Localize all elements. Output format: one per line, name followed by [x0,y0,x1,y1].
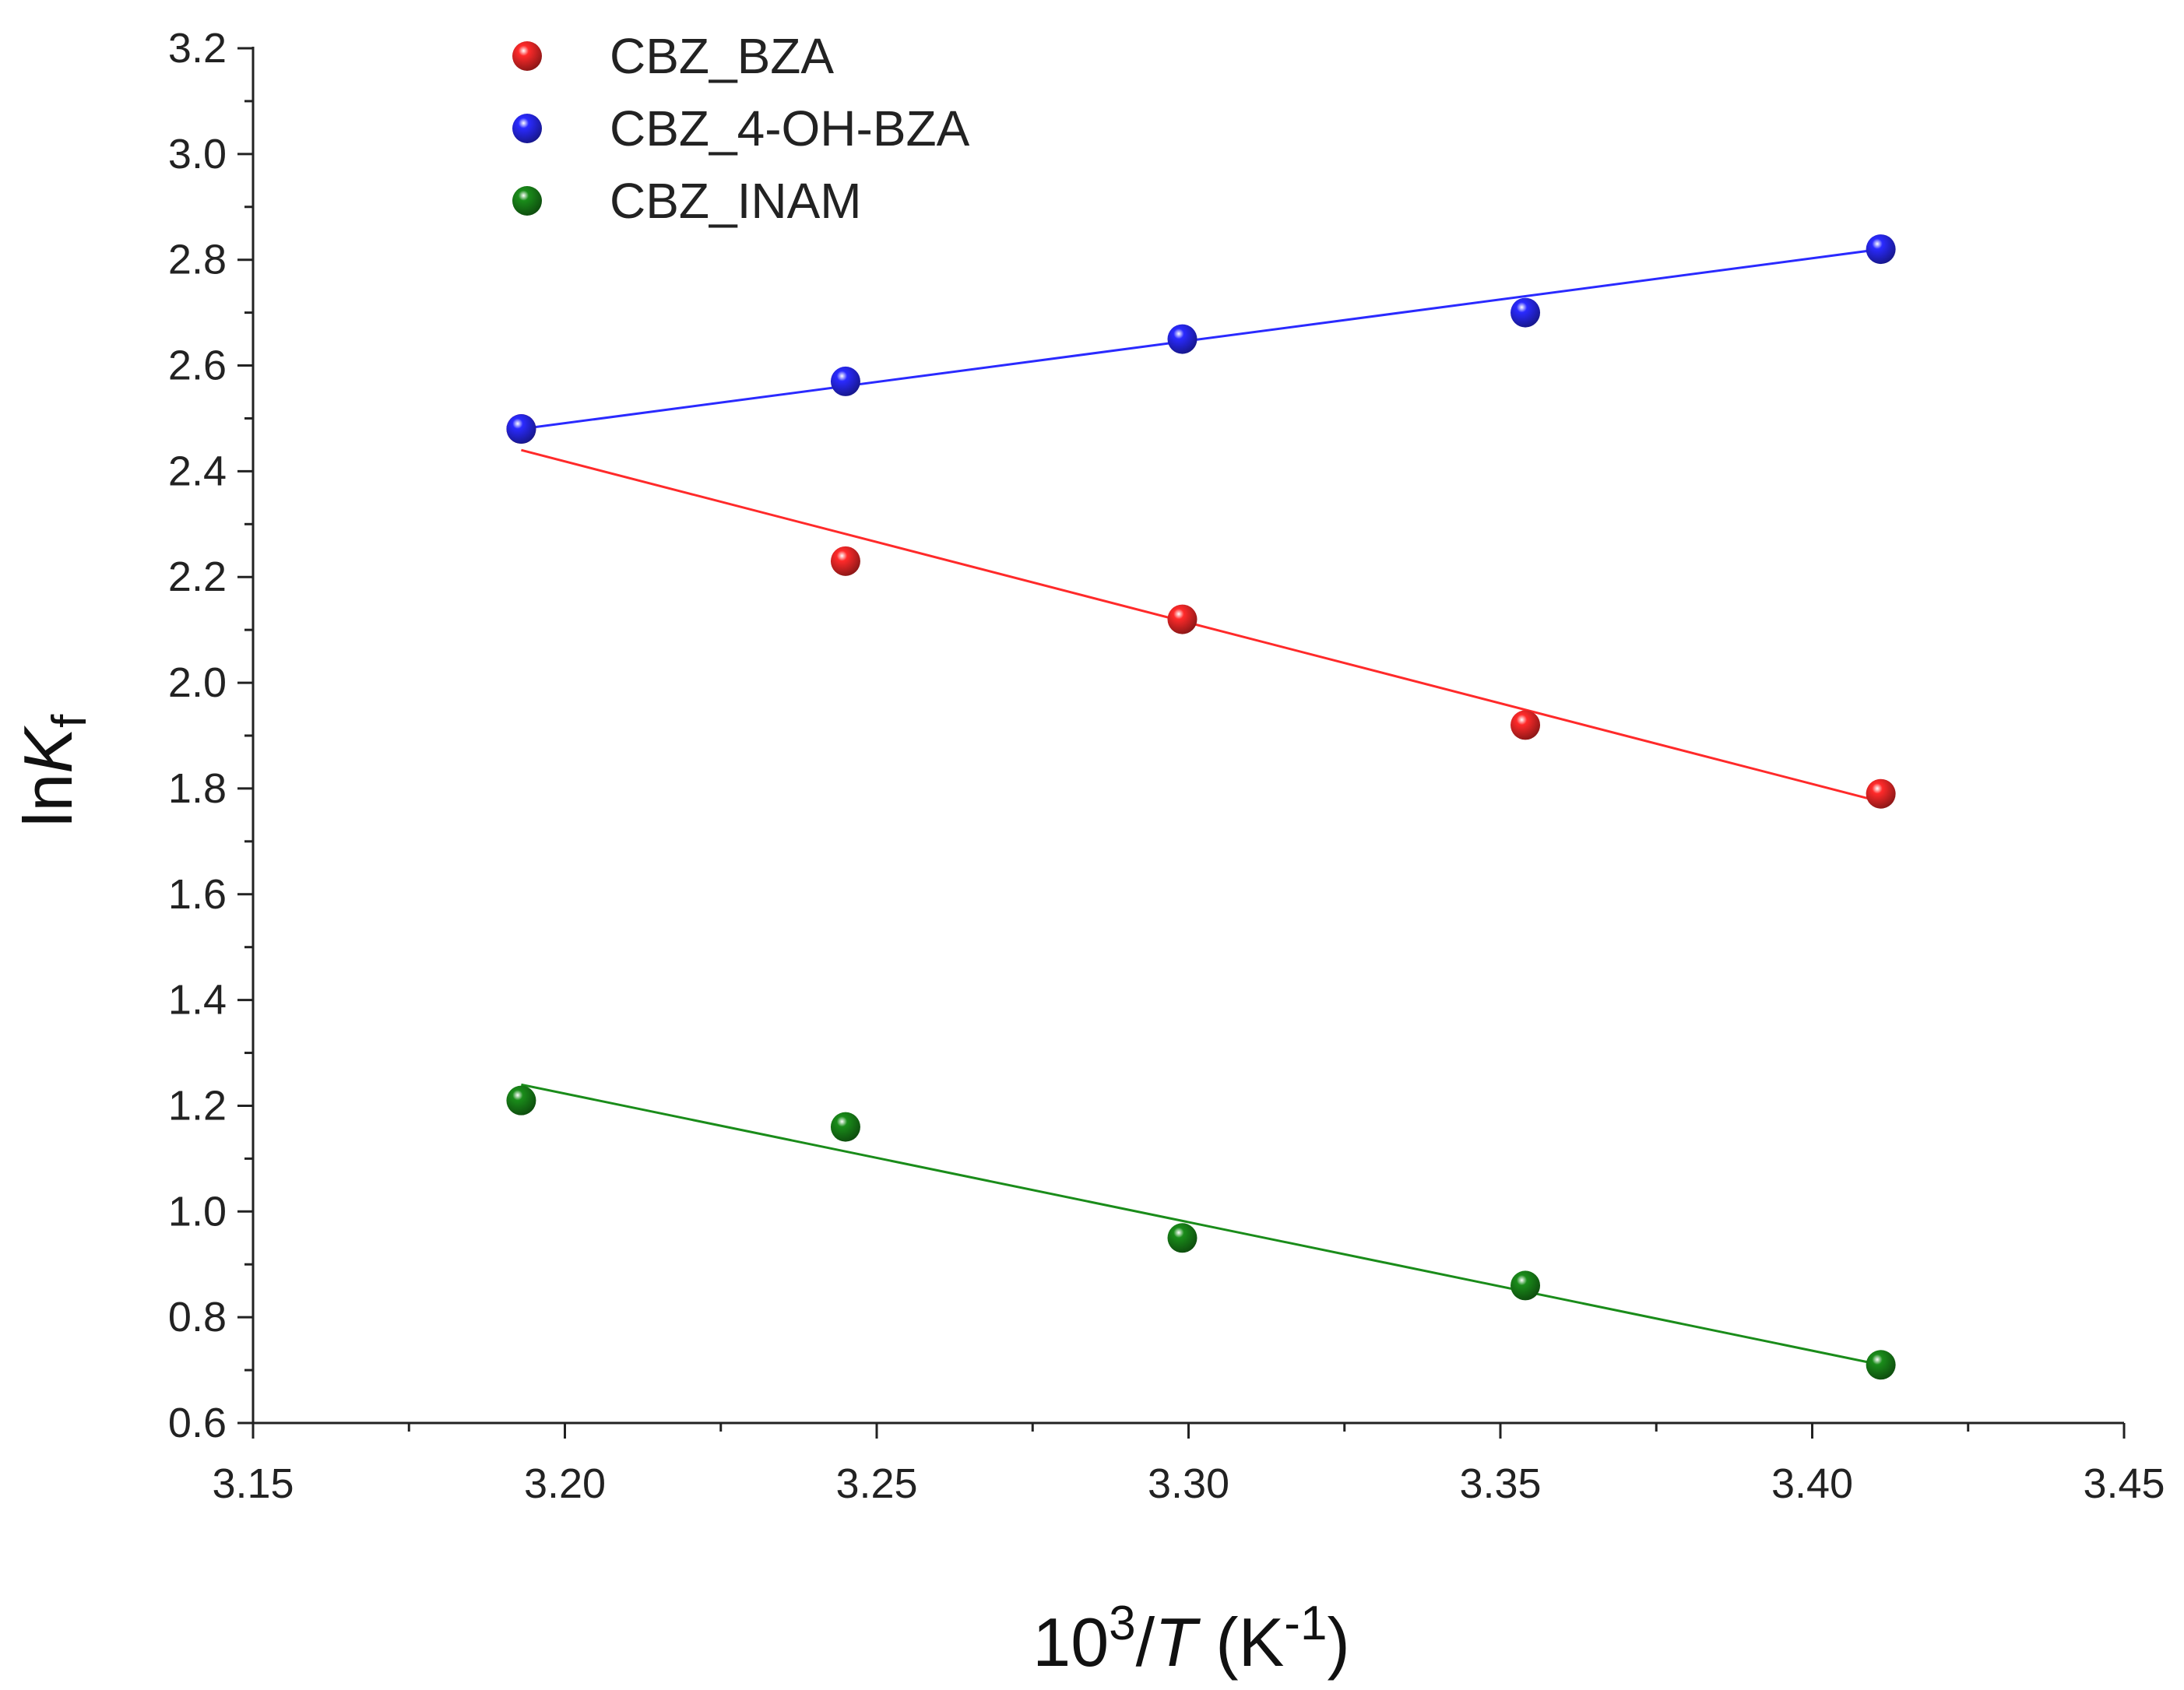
data-point-cbz-inam [1511,1270,1541,1301]
fit-line-cbz-inam [521,1083,1881,1366]
data-point-cbz-4-oh-bza [830,366,860,396]
y-axis-title-prefix: ln [9,774,86,827]
data-point-cbz-4-oh-bza [1167,324,1198,354]
y-tick-label: 1.2 [168,1082,227,1129]
data-point-cbz-bza [1866,778,1896,809]
x-tick-label: 3.15 [212,1460,294,1507]
data-point-cbz-bza [1167,604,1198,634]
legend-label: CBZ_4-OH-BZA [610,100,970,156]
y-tick-label: 2.8 [168,237,227,283]
data-point-cbz-4-oh-bza [1511,297,1541,328]
x-axis-title-base: 10 [1032,1604,1109,1681]
y-axis-title: lnKf [9,714,97,827]
y-tick-label: 1.4 [168,977,227,1024]
x-axis-title-slash: / [1136,1604,1155,1681]
y-tick-label: 0.8 [168,1294,227,1340]
legend-marker [512,186,542,216]
data-point-cbz-inam [1866,1350,1896,1380]
x-axis-title-variable: T [1155,1604,1201,1681]
y-tick-label: 2.2 [168,553,227,600]
legend-label: CBZ_BZA [610,28,834,84]
fit-line-cbz-4-oh-bza [521,248,1881,430]
x-tick-label: 3.20 [524,1460,606,1507]
data-point-cbz-inam [506,1085,536,1116]
fit-lines [521,248,1881,1366]
y-tick-label: 2.0 [168,659,227,706]
y-axis-title-variable: K [9,726,86,774]
y-tick-label: 2.6 [168,343,227,389]
legend-label: CBZ_INAM [610,173,862,229]
x-axis-title-exponent: 3 [1109,1597,1135,1650]
y-tick-label: 3.2 [168,25,227,72]
data-point-cbz-4-oh-bza [1866,234,1896,265]
data-point-cbz-bza [1511,710,1541,740]
data-point-cbz-inam [830,1112,860,1142]
data-point-cbz-4-oh-bza [506,414,536,444]
x-tick-label: 3.30 [1148,1460,1229,1507]
y-tick-label: 1.6 [168,871,227,918]
legend-marker [512,114,542,143]
x-axis-title-unit-close: ) [1327,1604,1349,1681]
y-tick-label: 0.6 [168,1400,227,1446]
x-tick-label: 3.45 [2083,1460,2165,1507]
x-tick-label: 3.25 [835,1460,917,1507]
legend: CBZ_BZA CBZ_4-OH-BZA CBZ_INAM [512,28,970,229]
y-tick-label: 1.0 [168,1188,227,1235]
y-tick-label: 2.4 [168,448,227,494]
data-point-cbz-inam [1167,1223,1198,1253]
y-axis-title-subscript: f [43,714,97,728]
legend-marker [512,41,542,71]
fit-line-cbz-bza [521,448,1881,803]
y-tick-label: 1.8 [168,765,227,812]
axes: 0.6 0.8 1.0 1.2 1.4 1.6 1.8 2.0 2.2 2.4 2.6 2.8 3.0 3… [168,25,2165,1507]
x-tick-label: 3.40 [1771,1460,1853,1507]
x-axis-title-unit-exponent: -1 [1284,1597,1327,1650]
data-point-cbz-bza [830,546,860,576]
x-tick-label: 3.35 [1459,1460,1541,1507]
x-axis-title: 103/T (K-1) [1032,1597,1350,1681]
data-points [506,234,1896,1380]
y-tick-label: 3.0 [168,131,227,177]
x-axis-title-unit-open: (K [1197,1604,1284,1681]
